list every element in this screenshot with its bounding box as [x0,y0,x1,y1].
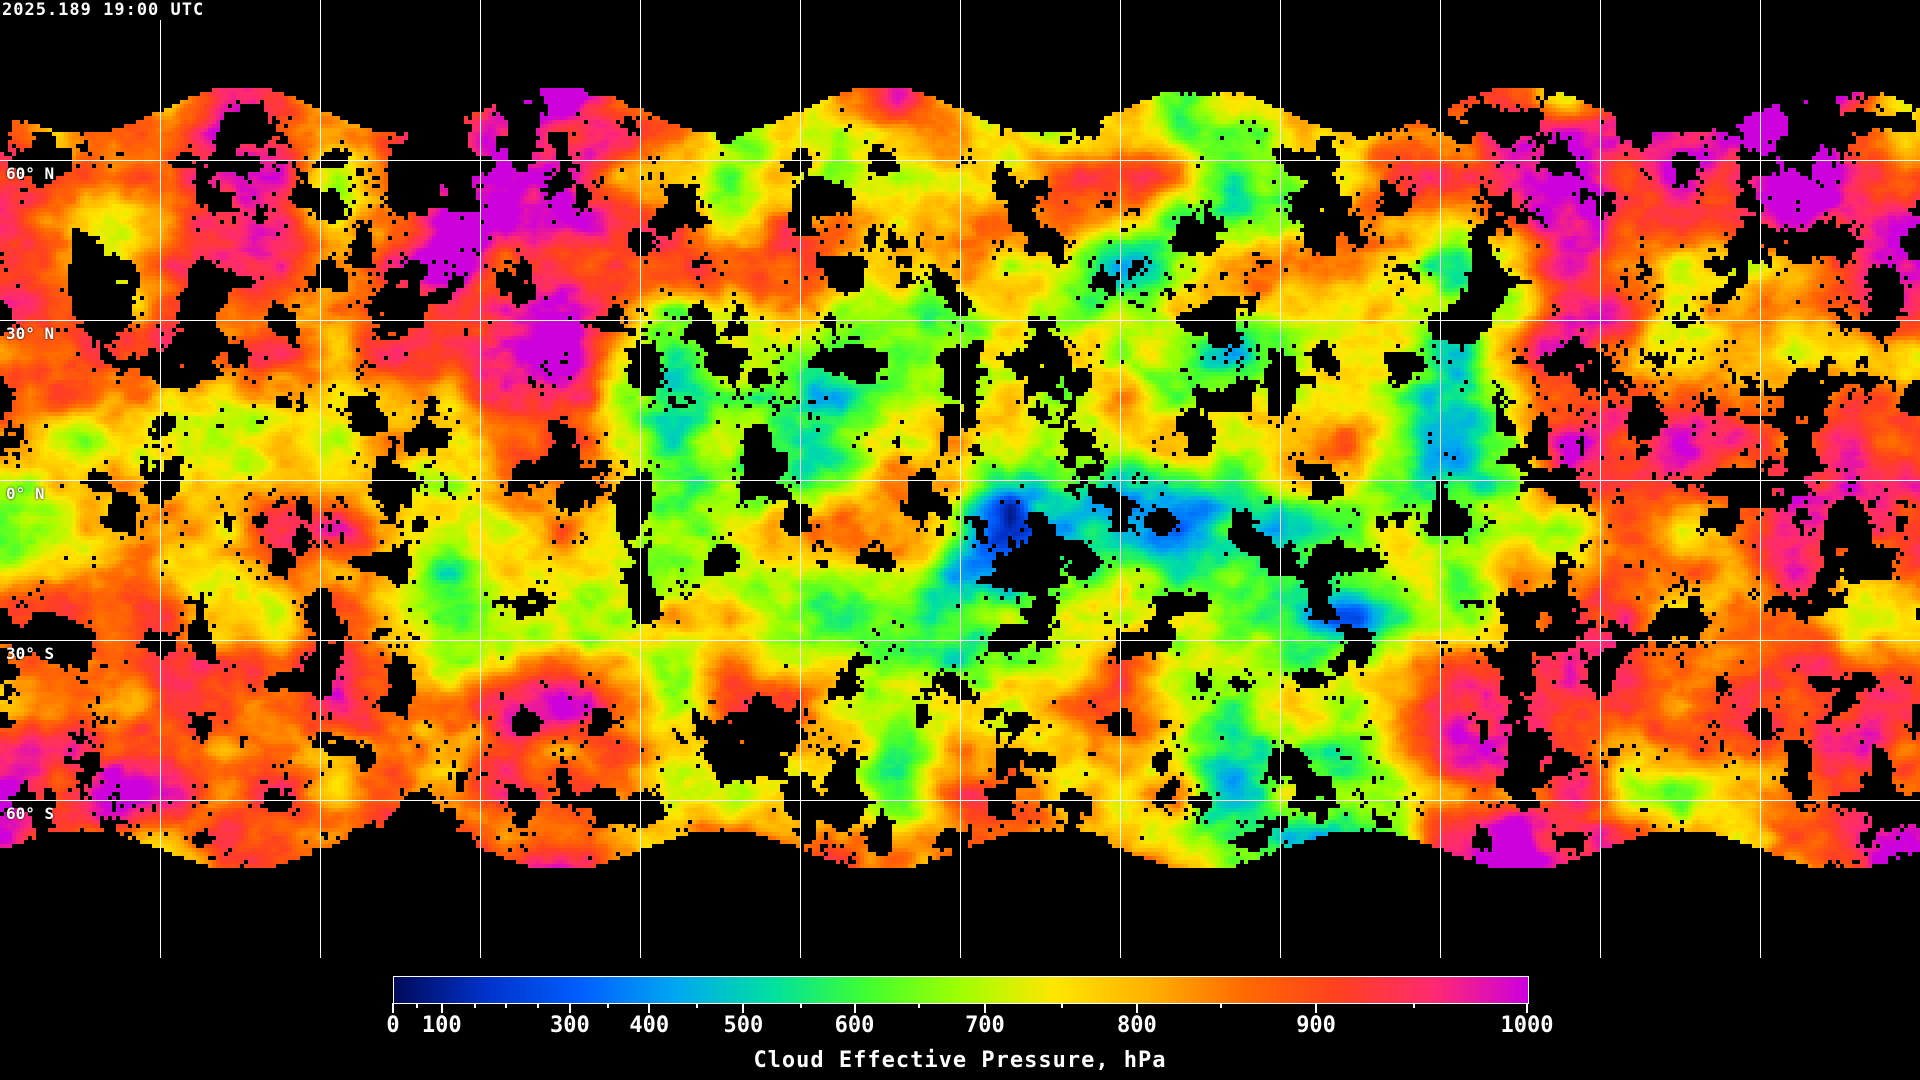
colorbar-minor-tick [695,1003,698,1008]
timestamp: 2025.189 19:00 UTC [2,0,209,20]
colorbar-tick-label: 0 [386,1013,400,1038]
colorbar-major-tick [983,1003,986,1013]
colorbar-major-tick [1135,1003,1138,1013]
lat-label-30s: 30° S [6,644,55,663]
meridian-line [640,0,641,958]
colorbar-minor-tick [505,1003,508,1008]
colorbar-major-tick [392,1003,394,1013]
colorbar-tick-label: 700 [965,1013,1005,1038]
colorbar-tick-label: 600 [834,1013,875,1038]
colorbar-tick-label: 100 [421,1013,462,1038]
parallel-line [0,640,1920,641]
colorbar-major-tick [648,1003,651,1013]
lat-label-60n: 60° N [6,164,55,183]
meridian-line [160,0,161,958]
colorbar-minor-tick [918,1003,921,1008]
colorbar-tick-label: 400 [629,1013,670,1038]
meridian-line [1120,0,1121,958]
colorbar-minor-tick [1412,1003,1415,1008]
colorbar-minor-tick [537,1003,540,1008]
colorbar-minor-tick [607,1003,610,1008]
colorbar-minor-tick [1219,1003,1222,1008]
colorbar-tick-label: 900 [1296,1013,1336,1038]
meridian-line [1280,0,1281,958]
meridian-line [1440,0,1441,958]
colorbar-major-tick [440,1003,443,1013]
colorbar-tick-label: 800 [1117,1013,1157,1038]
meridian-line [1600,0,1601,958]
colorbar-minor-tick [1061,1003,1064,1008]
colorbar-major-tick [1526,1003,1528,1013]
meridian-line [480,0,481,958]
colorbar-title: Cloud Effective Pressure, hPa [753,1048,1167,1073]
meridian-line [1760,0,1761,958]
parallel-line [0,160,1920,161]
lat-label-30n: 30° N [6,324,55,343]
meridian-line [320,0,321,958]
colorbar [393,976,1529,1004]
colorbar-minor-tick [415,1003,418,1008]
meridian-line [960,0,961,958]
colorbar-tick-label: 500 [723,1013,764,1038]
colorbar-tick-label: 1000 [1500,1013,1554,1038]
parallel-line [0,480,1920,481]
colorbar-minor-tick [473,1003,476,1008]
colorbar-major-tick [742,1003,745,1013]
meridian-line [800,0,801,958]
colorbar-tick-label: 300 [550,1013,590,1038]
colorbar-major-tick [1315,1003,1318,1013]
colorbar-minor-tick [800,1003,803,1008]
colorbar-major-tick [853,1003,856,1013]
lat-label-0n: 0° N [6,484,45,503]
parallel-line [0,800,1920,801]
cloud-pressure-map: 60° N 30° N 0° N 30° S 60° S [0,0,1920,960]
lat-label-60s: 60° S [6,804,55,823]
parallel-line [0,320,1920,321]
colorbar-major-tick [568,1003,571,1013]
